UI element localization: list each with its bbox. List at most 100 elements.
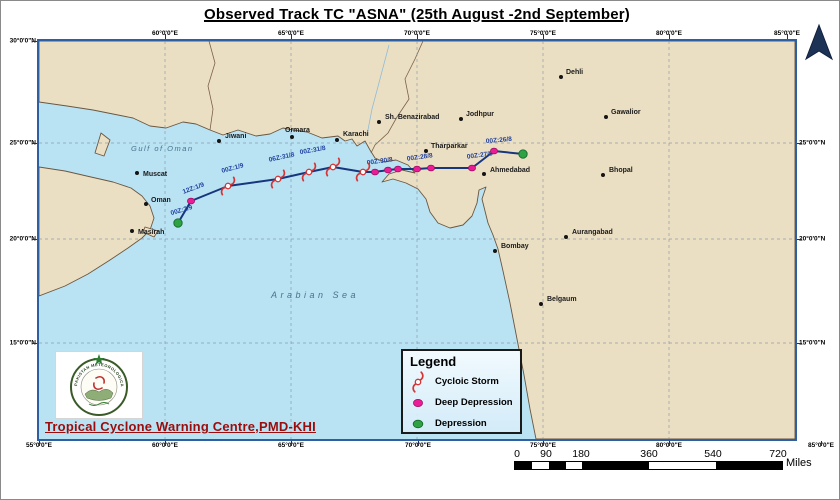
axis-label-top: 65°0'0"E [278,30,304,37]
city-dot [290,135,294,139]
scale-segment [566,462,582,469]
city-label: Muscat [143,171,168,178]
deep-depression-marker [371,168,379,176]
legend-item-deep-depression: Deep Depression [410,392,513,413]
scale-bar-segments [514,461,783,470]
scale-segment [532,462,549,469]
indus-river [366,44,390,136]
axis-tick [543,441,544,446]
axis-tick [291,441,292,446]
city-dot [601,173,605,177]
city-dot [144,202,148,206]
legend-item-cyclonic-storm: Cycloic Storm [410,370,513,393]
scale-number: 720 [769,448,787,460]
credit-text: Tropical Cyclone Warning Centre,PMD-KHI [45,419,316,434]
city-label: Ormara [285,127,310,134]
scale-number: 540 [704,448,722,460]
sea-label: Gulf of Oman [131,144,194,153]
axis-tick [543,34,544,39]
cyclone-marker [325,157,341,177]
city-label: Belgaum [547,296,577,303]
depression-icon [412,419,424,428]
deep-depression-marker [468,164,476,172]
axis-label-top: 75°0'0"E [530,30,556,37]
scale-number: 90 [540,448,552,460]
axis-tick [669,34,670,39]
logo-cyclone-swirl [93,376,105,390]
border-iran-pakistan [207,41,216,131]
land-musandam [94,132,111,157]
axis-label-left: 25°0'0"N [9,139,36,147]
axis-tick [797,239,802,240]
depression-marker [173,218,183,228]
scale-number: 360 [640,448,658,460]
axis-tick [32,239,37,240]
legend-item-depression: Depression [410,413,513,434]
track-time-label: 00Z:27/8 [466,150,493,161]
city-dot [459,117,463,121]
legend-title: Legend [410,354,457,369]
scale-segment [549,462,566,469]
axis-tick [165,34,166,39]
axis-label-right: 20°0'0"N [799,235,826,243]
city-label: Ahmedabad [490,167,530,174]
deep-depression-marker [394,165,402,173]
legend-label: Cycloic Storm [435,376,499,387]
axis-tick [291,34,292,39]
logo-star-icon [93,354,105,365]
cyclone-marker [301,162,317,182]
deep-depression-marker [490,147,498,155]
legend-label: Depression [435,418,487,429]
city-dot [482,172,486,176]
logo-landscape [84,389,114,401]
sea-label: Arabian Sea [270,290,359,300]
axis-label-left: 20°0'0"N [9,235,36,243]
graticule-grid [39,41,795,439]
scale-number: 180 [572,448,590,460]
cyclone-marker [270,169,286,189]
cyclone-track-layer: 00Z:26/8 00Z:27/8 00Z:28/8 00Z:30/8 00Z:31/8… [170,136,528,228]
city-dot [377,120,381,124]
deep-depression-icon [413,398,423,407]
land-mainland [39,41,795,439]
axis-tick [669,441,670,446]
axis-tick [39,441,40,446]
track-time-label: 00Z:31/8 [299,145,326,156]
scale-segment [515,462,532,469]
city-label: Masirah [138,229,164,236]
legend: Legend Cycloic Storm Deep Depression Dep… [401,349,522,434]
axis-tick [32,143,37,144]
city-dot [564,235,568,239]
cyclone-icon [412,370,424,393]
scale-unit: Miles [786,457,812,469]
axis-tick [165,441,166,446]
legend-label: Deep Depression [435,397,513,408]
city-label: Gawalior [611,109,641,116]
axis-tick [797,143,802,144]
city-dot [130,229,134,233]
deep-depression-marker [427,164,435,172]
axis-label-left: 30°0'0"N [9,37,36,45]
axis-tick [821,441,822,446]
city-label: Aurangabad [572,229,613,236]
scale-segment [582,462,649,469]
axis-tick [32,343,37,344]
city-dot [559,75,563,79]
axis-label-top: 60°0'0"E [152,30,178,37]
north-arrow-icon [798,22,839,64]
axis-label-right: 15°0'0"N [799,339,826,347]
axis-label-left: 15°0'0"N [9,339,36,347]
axis-label-right: 25°0'0"N [799,139,826,147]
axis-tick [797,343,802,344]
axis-label-top: 80°0'0"E [656,30,682,37]
city-label: Bombay [501,243,529,250]
axis-label-top: 70°0'0"E [404,30,430,37]
axis-tick [418,441,419,446]
city-dot [539,302,543,306]
city-layer: Dehli Jodhpur Gawalior Sh. Benazirabad Karac… [130,69,641,306]
page-title: Observed Track TC "ASNA" (25th August -2… [203,6,630,23]
city-dot [493,249,497,253]
axis-tick [417,34,418,39]
land-masirah-island [142,226,159,238]
